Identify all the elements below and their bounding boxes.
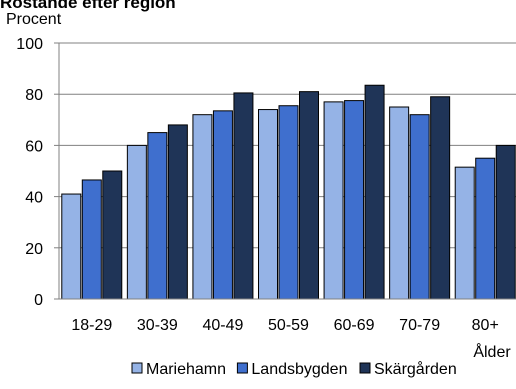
- bar-mariehamn-30-39: [126, 144, 147, 300]
- x-tick-label: 80+: [472, 317, 499, 334]
- legend-label: Landsbygden: [251, 361, 347, 378]
- legend-label: Mariehamn: [146, 361, 226, 378]
- bar-mariehamn-80+: [454, 166, 475, 300]
- x-axis-label: Ålder: [473, 342, 511, 361]
- y-tick-label: 80: [25, 87, 43, 104]
- y-tick-labels: 0 20 40 60 80 100: [16, 36, 43, 309]
- bar-sk-rg-rden-50-59: [299, 91, 319, 300]
- chart-title: Röstande efter region: [0, 0, 176, 12]
- bar-landsbygden-60-69: [344, 100, 365, 300]
- x-tick-label: 18-29: [71, 317, 112, 334]
- y-tick-label: 60: [25, 138, 43, 155]
- bar-landsbygden-50-59: [278, 105, 299, 300]
- x-tick-label: 40-49: [202, 317, 243, 334]
- x-tick-label: 50-59: [268, 317, 309, 334]
- bar-sk-rg-rden-70-79: [430, 96, 451, 300]
- bar-sk-rg-rden-40-49: [233, 92, 254, 300]
- x-tick-label: 60-69: [334, 317, 375, 334]
- legend: Mariehamn Landsbygden Skärgården: [131, 360, 457, 378]
- x-tick-label: 70-79: [399, 317, 440, 334]
- bar-sk-rg-rden-30-39: [167, 124, 188, 300]
- bar-landsbygden-40-49: [212, 110, 233, 300]
- bar-landsbygden-30-39: [147, 132, 168, 300]
- bar-mariehamn-18-29: [61, 193, 82, 300]
- bar-mariehamn-70-79: [389, 106, 410, 300]
- bar-mariehamn-40-49: [192, 114, 213, 300]
- bar-mariehamn-60-69: [323, 101, 344, 300]
- bar-sk-rg-rden-18-29: [102, 170, 123, 300]
- bar-landsbygden-70-79: [409, 114, 430, 300]
- legend-swatch-mariehamn: [131, 362, 143, 374]
- bars: [61, 84, 516, 300]
- bar-mariehamn-50-59: [258, 109, 278, 300]
- y-tick-label: 40: [25, 190, 43, 207]
- x-tick-labels: 18-29 30-39 40-49 50-59 60-69 70-79 80+: [71, 317, 498, 334]
- legend-swatch-sk-rg-rden: [359, 362, 371, 374]
- y-tick-label: 100: [16, 36, 43, 53]
- axes: [54, 42, 516, 300]
- y-axis-label: Procent: [6, 11, 62, 28]
- bar-landsbygden-80+: [475, 157, 496, 300]
- legend-label: Skärgården: [374, 360, 457, 378]
- bar-landsbygden-18-29: [81, 179, 102, 300]
- y-tick-label: 20: [25, 241, 43, 258]
- y-tick-label: 0: [34, 292, 43, 309]
- x-tick-label: 30-39: [137, 317, 178, 334]
- legend-swatch-landsbygden: [236, 362, 248, 374]
- bar-sk-rg-rden-60-69: [364, 84, 385, 300]
- bar-sk-rg-rden-80+: [495, 144, 516, 300]
